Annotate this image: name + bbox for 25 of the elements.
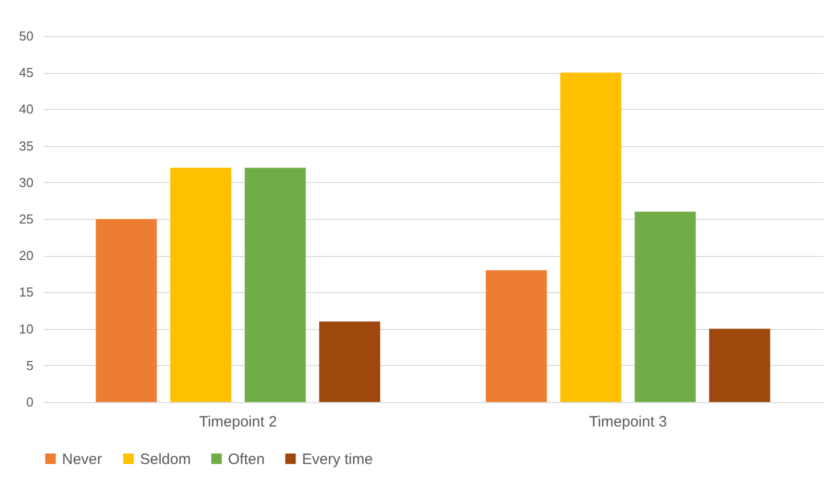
bar: [244, 168, 306, 402]
legend-label: Seldom: [140, 450, 191, 468]
y-tick-label: 45: [19, 65, 34, 80]
y-tick-label: 35: [19, 138, 34, 154]
bar: [634, 212, 696, 402]
bar: [319, 321, 380, 402]
bar: [170, 168, 232, 402]
legend-label: Never: [62, 450, 102, 468]
y-tick-label: 0: [26, 394, 34, 410]
y-tick-label: 5: [26, 358, 34, 373]
x-tick-label: Timepoint 3: [589, 414, 667, 430]
y-tick-label: 50: [19, 28, 34, 44]
y-tick-label: 40: [19, 102, 34, 117]
y-tick-label: 20: [19, 248, 34, 264]
legend-label: Often: [228, 450, 265, 468]
bar: [96, 219, 157, 402]
y-tick-label: 25: [19, 212, 34, 226]
y-tick-label: 15: [19, 284, 34, 300]
bar: [486, 270, 547, 402]
legend-label: Every time: [302, 450, 373, 468]
y-tick-label: 10: [19, 321, 34, 336]
bar: [709, 328, 770, 402]
y-tick-label: 30: [19, 174, 34, 190]
x-tick-label: Timepoint 2: [199, 414, 277, 430]
bar: [560, 72, 622, 402]
